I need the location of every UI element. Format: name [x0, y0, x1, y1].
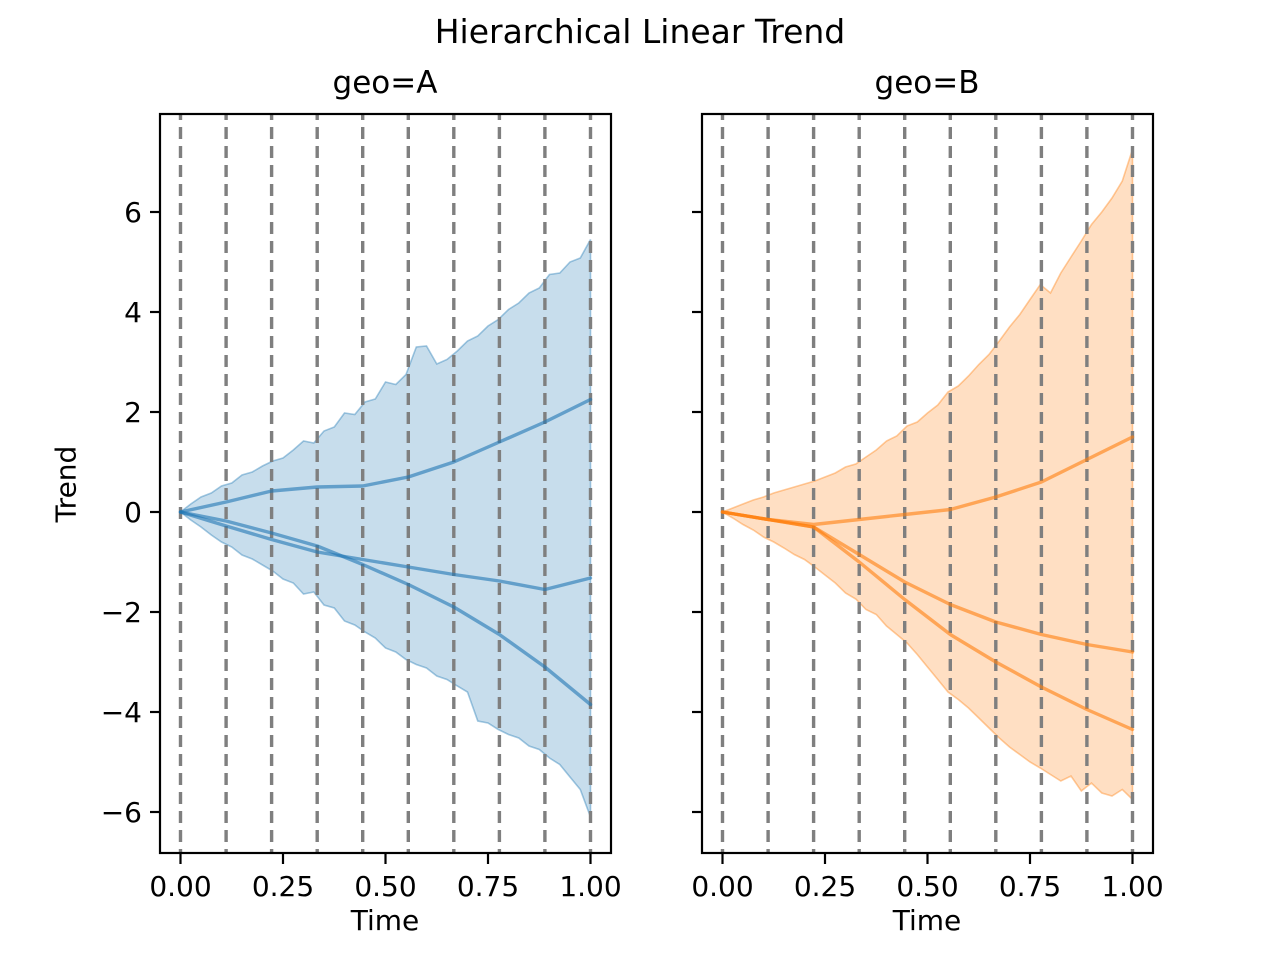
x-tick-label-geo-b: 0.25	[794, 870, 856, 903]
x-tick-label-geo-a: 0.50	[354, 870, 416, 903]
x-axis-label-geo-a: Time	[350, 904, 420, 937]
x-tick-label-geo-b: 1.00	[1101, 870, 1163, 903]
y-tick-label: 6	[124, 196, 142, 229]
figure-title: Hierarchical Linear Trend	[434, 12, 846, 51]
trend-line-draw-1-geo-a	[178, 397, 593, 514]
x-tick-label-geo-a: 0.75	[457, 870, 519, 903]
x-tick-label-geo-a: 1.00	[559, 870, 621, 903]
y-tick-label: 0	[124, 496, 142, 529]
x-tick-label-geo-a: 0.00	[149, 870, 211, 903]
y-tick-label: 2	[124, 396, 142, 429]
y-tick-label: −6	[101, 796, 142, 829]
trend-line-draw-3-geo-b	[720, 510, 1135, 732]
y-tick-label: 4	[124, 296, 142, 329]
axes-frame-geo-a	[158, 112, 613, 855]
trend-line-draw-2-geo-a	[178, 510, 593, 592]
x-tick-label-geo-b: 0.50	[896, 870, 958, 903]
subplot-title-geo-b: geo=B	[874, 65, 980, 101]
x-tick-label-geo-b: 0.75	[999, 870, 1061, 903]
x-tick-label-geo-a: 0.25	[252, 870, 314, 903]
axes-frame-geo-b	[700, 112, 1155, 855]
x-axis-label-geo-b: Time	[892, 904, 962, 937]
x-tick-label-geo-b: 0.00	[691, 870, 753, 903]
trend-line-draw-3-geo-a	[178, 510, 593, 707]
y-tick-label: −4	[101, 696, 142, 729]
uncertainty-band-geo-a	[179, 239, 592, 818]
subplot-title-geo-a: geo=A	[332, 65, 438, 101]
y-tick-label: −2	[101, 596, 142, 629]
